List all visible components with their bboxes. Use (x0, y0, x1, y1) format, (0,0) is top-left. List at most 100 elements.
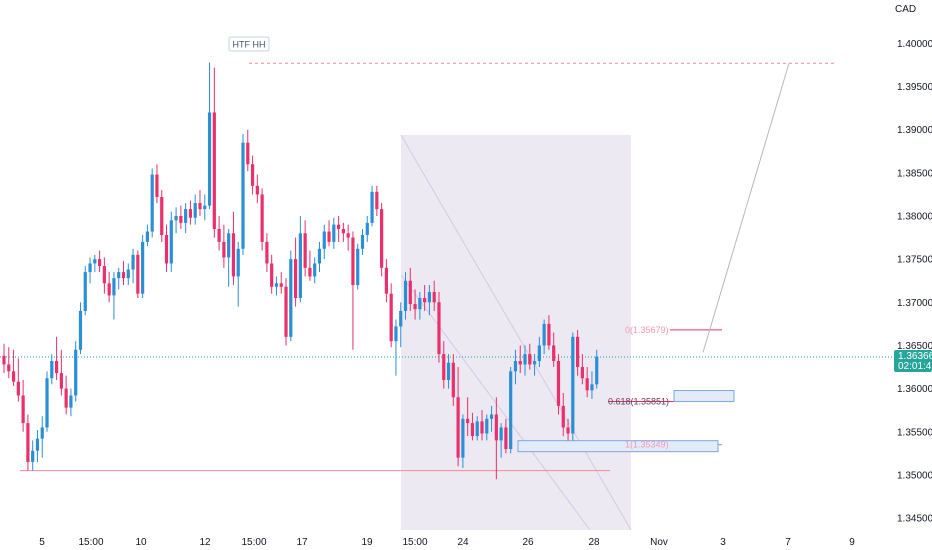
candle-body (169, 220, 173, 264)
time-tick-label: 26 (522, 537, 534, 548)
candle-body (31, 450, 35, 462)
candle-body (461, 418, 465, 458)
candle-body (217, 228, 221, 242)
price-tick-label: 1.35000 (897, 470, 932, 481)
candle-body (141, 241, 145, 294)
time-tick-label: 24 (457, 537, 469, 548)
candle-body (21, 395, 25, 424)
candle-body (542, 323, 546, 346)
time-tick-label: 5 (39, 537, 45, 548)
candle-body (289, 259, 293, 337)
time-tick-label: 15:00 (402, 537, 427, 548)
candle-body (513, 360, 518, 372)
candle-body (489, 414, 494, 419)
candle-body (98, 259, 102, 267)
candle-body (164, 234, 169, 264)
price-tick-label: 1.39000 (897, 125, 932, 136)
time-tick-label: 7 (785, 537, 791, 548)
last-price-value: 1.36366 (898, 351, 932, 362)
time-tick-label: 9 (849, 537, 855, 548)
candle-body (59, 373, 63, 389)
price-tick-label: 1.40000 (897, 39, 932, 50)
price-tick-label: 1.37000 (897, 298, 932, 309)
candle-body (327, 231, 331, 242)
price-tick-label: 1.38000 (897, 212, 932, 223)
candle-body (270, 263, 274, 287)
candle-body (322, 231, 326, 249)
htf-label-box (228, 36, 270, 52)
candle-body (442, 354, 446, 380)
candle-body (250, 164, 255, 186)
candle-body (580, 367, 584, 379)
candle-body (74, 349, 78, 396)
candle-body (552, 345, 556, 361)
candle-body (193, 203, 197, 218)
time-tick-label: 10 (135, 537, 147, 548)
candle-body (203, 205, 207, 210)
bar-countdown: 02:01:42 (898, 361, 932, 372)
time-tick-label: 3 (720, 537, 726, 548)
candle-body (150, 174, 154, 232)
candle-body (78, 310, 83, 350)
candle-body (107, 283, 111, 296)
candle-body (293, 259, 298, 298)
time-tick-label: 28 (588, 537, 600, 548)
candle-body (188, 209, 193, 218)
candles (2, 62, 599, 480)
price-tick-label: 1.35500 (897, 427, 932, 438)
projection-line (702, 63, 790, 353)
candle-body (112, 278, 116, 296)
candle-body (265, 241, 269, 264)
candle-body (93, 259, 97, 264)
price-tick-label: 1.38500 (897, 168, 932, 179)
price-tick-label: 1.39500 (897, 82, 932, 93)
candle-body (255, 185, 259, 195)
candle-body (499, 427, 503, 441)
candle-body (126, 269, 130, 279)
candle-body (145, 231, 149, 242)
price-tick-label: 1.36500 (897, 341, 932, 352)
time-axis[interactable]: 5 15:00 10 12 15:00 17 19 15:00 24 26 28 Nov 3 7 9 (39, 537, 855, 548)
candle-body (231, 233, 236, 277)
candle-body (403, 280, 408, 311)
candle-body (337, 224, 341, 229)
candle-body (332, 224, 336, 242)
candle-body (227, 233, 231, 258)
channel-lower-line (400, 274, 591, 531)
demand-zone-upper[interactable] (673, 390, 735, 403)
candle-body (64, 388, 68, 408)
candle-body (136, 254, 140, 294)
candle-body (346, 233, 350, 238)
candle-body (298, 233, 302, 298)
candle-body (418, 297, 422, 310)
candle-body (16, 381, 20, 396)
candle-body (50, 360, 54, 379)
candle-body (518, 360, 522, 365)
candle-body (456, 397, 460, 458)
candle-body (83, 272, 87, 311)
price-tick-label: 1.34500 (897, 514, 932, 525)
candle-body (174, 216, 178, 221)
candle-body (212, 112, 216, 229)
candle-body (365, 222, 369, 235)
candle-body (184, 209, 188, 223)
candle-body (432, 291, 436, 303)
price-tick-label: 1.36000 (897, 384, 932, 395)
candle-body (466, 418, 470, 424)
candle-body (556, 360, 561, 406)
candle-body (88, 263, 92, 273)
demand-zone-lower[interactable] (517, 440, 719, 453)
candle-body (470, 423, 475, 437)
channel-upper-line (400, 134, 632, 531)
candle-body (241, 142, 245, 249)
candle-body (360, 234, 365, 249)
price-axis[interactable]: 1.34500 1.35000 1.35500 1.36000 1.36500 1.370… (897, 39, 932, 525)
candle-body (341, 228, 345, 234)
candle-body (561, 405, 565, 428)
candle-body (389, 293, 393, 342)
last-price-tag (894, 350, 932, 373)
candle-body (571, 336, 575, 434)
candle-body (547, 323, 551, 346)
candle-body (246, 142, 250, 165)
